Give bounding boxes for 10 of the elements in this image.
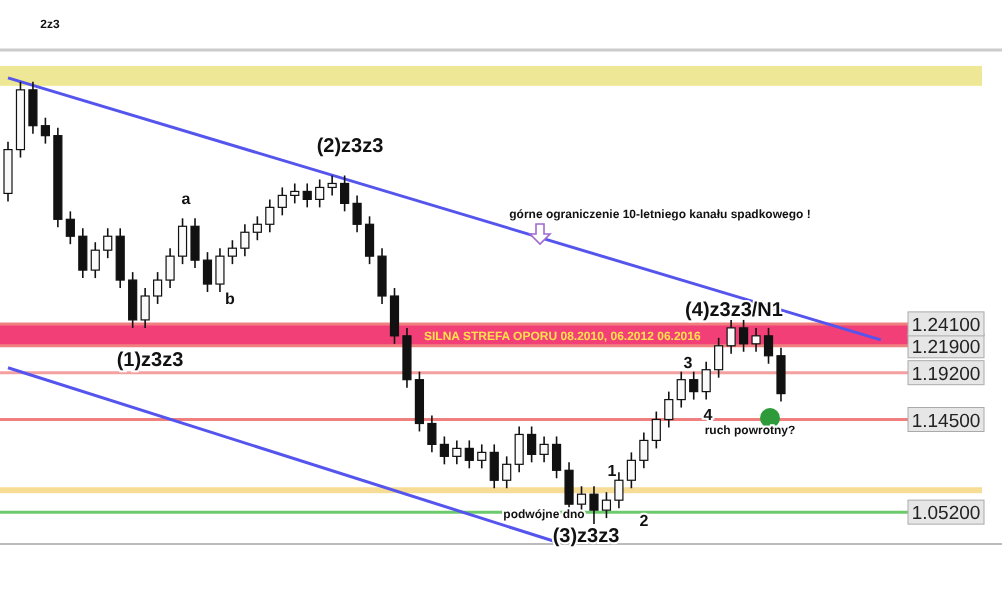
annotation: a	[181, 190, 192, 208]
annotation: 1	[607, 462, 618, 480]
annotation: 2	[639, 512, 650, 530]
annotation: 3	[683, 354, 694, 372]
annotation: (1)z3z3	[116, 350, 185, 372]
annotation: (4)z3z3/N1	[685, 300, 784, 322]
annotation: (2)z3z3	[316, 136, 385, 158]
annotation: 4	[703, 406, 714, 424]
annotation: b	[225, 290, 236, 308]
annotation: (3)z3z3	[552, 526, 621, 548]
